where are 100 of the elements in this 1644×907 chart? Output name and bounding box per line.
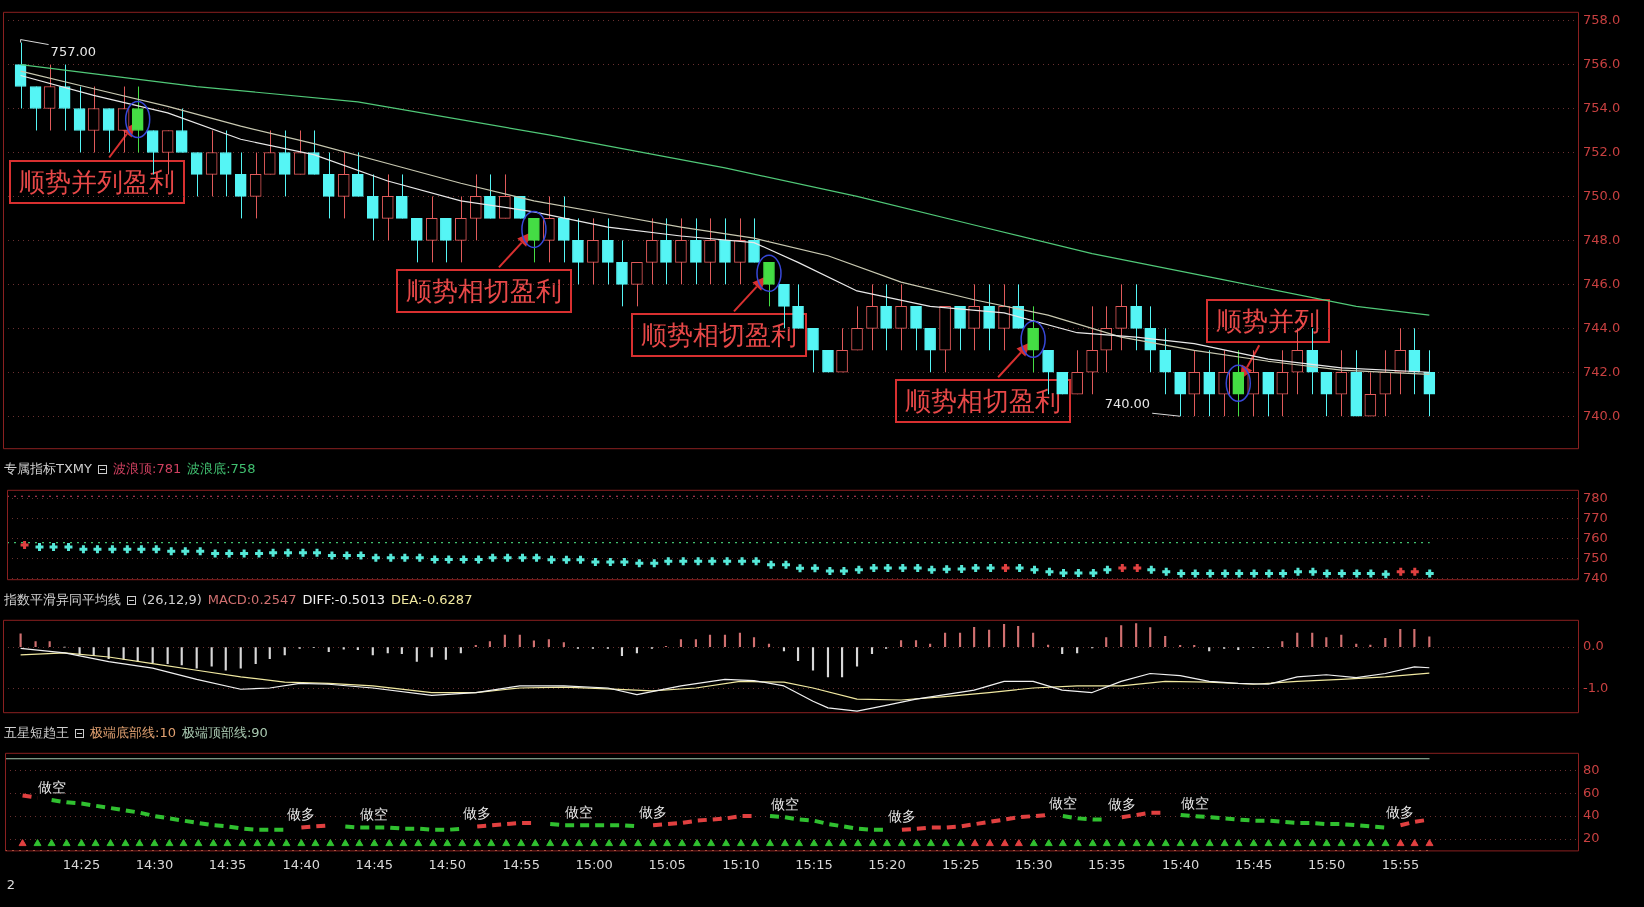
annotation: 做空 [37, 778, 66, 795]
annotation: 做多 [887, 808, 916, 825]
candlestick [1086, 305, 1098, 395]
bar [210, 647, 213, 667]
bar [430, 647, 433, 658]
candlestick [219, 129, 232, 197]
x-tick-label: 15:40 [1161, 856, 1200, 872]
bar [518, 634, 521, 647]
bar [826, 647, 830, 678]
annotation: 740.00 [1104, 395, 1151, 411]
candlestick [455, 195, 467, 263]
candlestick [558, 195, 570, 263]
candlestick [1174, 371, 1186, 417]
bar [400, 647, 403, 655]
candlestick [366, 173, 379, 241]
candlestick [954, 305, 966, 351]
candlestick [190, 151, 203, 197]
bar [503, 634, 506, 647]
y-tick-label: 758.0 [1583, 11, 1621, 27]
bar [958, 632, 962, 647]
bar [268, 647, 271, 659]
bar [1428, 636, 1431, 647]
y-tick-label: 770 [1583, 509, 1608, 525]
bar [459, 647, 462, 654]
x-tick-label: 15:00 [575, 856, 613, 872]
bar [1017, 626, 1020, 647]
bar [48, 641, 51, 647]
candlestick [469, 173, 482, 241]
x-tick-label: 14:50 [428, 856, 467, 872]
candlestick [734, 217, 746, 285]
bar [944, 632, 947, 647]
bar [1413, 628, 1416, 647]
candlestick [895, 283, 907, 351]
candlestick [748, 217, 760, 263]
ref-line-label: 极端顶部线:90 [181, 725, 268, 741]
x-tick-label: 15:45 [1234, 856, 1273, 872]
bar [1135, 623, 1138, 647]
candlestick [660, 217, 672, 285]
bar [151, 647, 154, 664]
chart-title: 专属指标TXMY [4, 461, 93, 477]
candlestick [1276, 349, 1289, 417]
bar [1340, 634, 1343, 647]
y-tick-label: 744.0 [1583, 319, 1621, 335]
bar [254, 647, 257, 664]
candlestick [410, 217, 423, 263]
candlestick [1130, 283, 1142, 351]
candlestick [1232, 349, 1245, 417]
y-tick-label: 754.0 [1583, 99, 1621, 115]
bar [1120, 625, 1123, 647]
bar [635, 647, 638, 654]
bar [195, 647, 198, 669]
x-tick-label: 15:15 [795, 856, 833, 872]
x-tick-label: 15:35 [1088, 856, 1126, 872]
y-tick-label: 0.0 [1583, 638, 1604, 654]
annotation: 做多 [287, 806, 316, 823]
candlestick [1262, 371, 1275, 417]
text: DEA:-0.6287 [390, 592, 473, 608]
bar [973, 626, 976, 647]
candlestick [572, 217, 584, 285]
annotation: 顺势并列 [1206, 299, 1331, 344]
annotation: 做多 [1386, 803, 1415, 820]
candlestick [690, 217, 702, 285]
bar [1208, 647, 1211, 652]
y-tick-label: 80 [1583, 761, 1600, 777]
candlestick [602, 217, 614, 285]
candlestick [43, 64, 56, 131]
bar [1325, 637, 1328, 647]
text: 2 [6, 877, 16, 893]
candlestick [87, 86, 100, 153]
bar [782, 647, 786, 652]
x-tick-label: 15:30 [1015, 856, 1053, 872]
candlestick [646, 217, 658, 285]
candlestick [1320, 371, 1333, 417]
bar [1296, 632, 1299, 647]
bar [1281, 641, 1284, 647]
bar [752, 637, 756, 647]
bar [1061, 647, 1064, 655]
candlestick [998, 283, 1010, 351]
bar [327, 647, 330, 652]
y-tick-label: 760 [1583, 530, 1608, 546]
bar [738, 632, 742, 647]
candlestick [322, 151, 335, 219]
bar [840, 647, 844, 678]
candlestick [425, 195, 438, 263]
candlestick [102, 108, 115, 153]
candlestick [263, 129, 276, 175]
candlestick [499, 173, 511, 219]
bar [1076, 647, 1079, 654]
y-tick-label: 750 [1583, 550, 1608, 566]
bar [914, 640, 918, 647]
candlestick [131, 86, 144, 153]
y-tick-label: 748.0 [1583, 231, 1621, 247]
x-tick-label: 14:25 [62, 856, 101, 872]
annotation: 做多 [463, 805, 492, 822]
y-tick-label: 750.0 [1583, 187, 1621, 203]
annotation: 做多 [639, 803, 668, 820]
x-tick-label: 15:25 [942, 856, 980, 872]
annotation: 做空 [1180, 794, 1209, 811]
bar [796, 647, 800, 662]
candlestick [1159, 327, 1172, 395]
